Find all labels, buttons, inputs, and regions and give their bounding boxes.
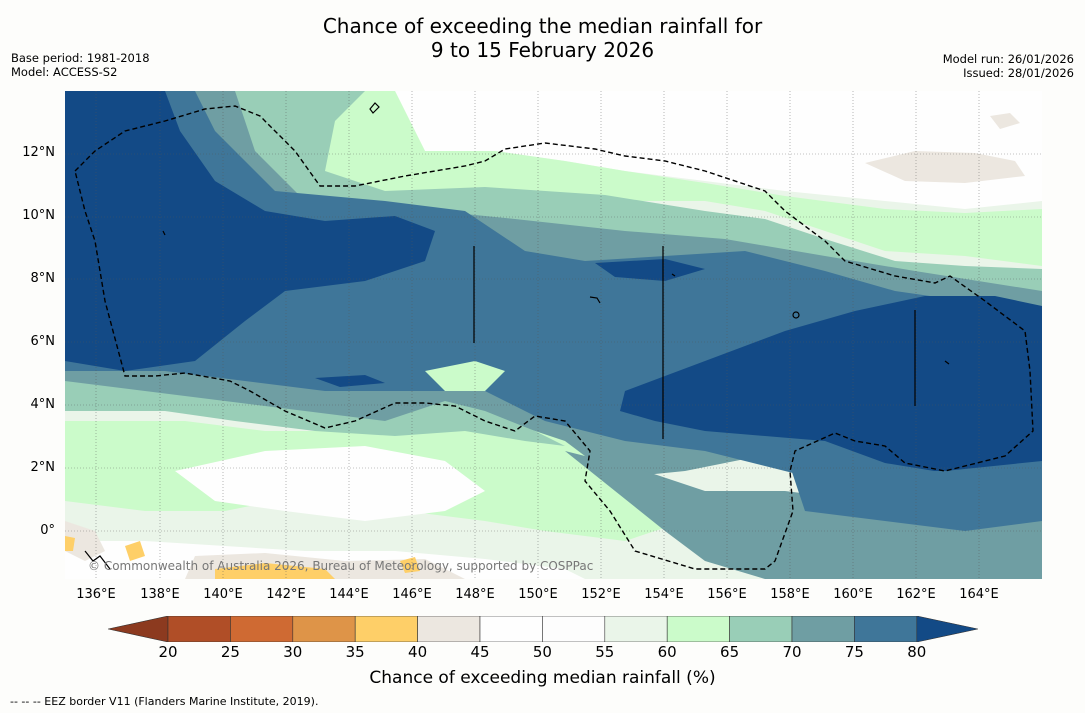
meta-left: Base period: 1981-2018 Model: ACCESS-S2 <box>11 51 150 79</box>
zone-70-75-se <box>565 451 1042 579</box>
eez-border-palau-fsm <box>74 105 1034 570</box>
zone-gt80-blob <box>315 375 385 387</box>
lon-label-140e: 140°E <box>203 587 243 602</box>
meta-right: Model run: 26/01/2026 Issued: 28/01/2026 <box>943 52 1074 80</box>
lon-label-136e: 136°E <box>76 587 116 602</box>
zone-60-65-north <box>295 91 1042 266</box>
colorbar-segment-70-75 <box>791 616 855 642</box>
zone-60-65-mid <box>425 361 505 391</box>
lon-label-148e: 148°E <box>455 587 495 602</box>
colorbar-segment-60-65 <box>666 616 730 642</box>
colorbar <box>108 616 978 642</box>
base-period: Base period: 1981-2018 <box>11 51 150 65</box>
zone-65-70-north <box>225 91 1042 301</box>
zone-65-70-south <box>65 381 565 446</box>
lon-label-164e: 164°E <box>959 587 999 602</box>
colorbar-tick-25: 25 <box>220 643 240 661</box>
colorbar-tick-45: 45 <box>470 643 490 661</box>
lon-label-142e: 142°E <box>266 587 306 602</box>
colorbar-segment-below-20 <box>108 616 169 642</box>
lon-label-146e: 146°E <box>392 587 432 602</box>
copyright-notice: © Commonwealth of Australia 2026, Bureau… <box>88 559 594 573</box>
lon-label-150e: 150°E <box>518 587 558 602</box>
island-1 <box>369 102 380 114</box>
colorbar-tick-20: 20 <box>158 643 178 661</box>
colorbar-segment-55-60 <box>604 616 668 642</box>
map-title: Chance of exceeding the median rainfall … <box>0 14 1085 62</box>
colorbar-tick-40: 40 <box>408 643 428 661</box>
rainfall-map <box>65 91 1042 579</box>
colorbar-segment-25-30 <box>230 616 294 642</box>
zone-gt80-west <box>65 91 435 371</box>
colorbar-tick-65: 65 <box>720 643 740 661</box>
island-5 <box>671 273 676 277</box>
lat-label-8n: 8°N <box>30 271 56 286</box>
lat-label-4n: 4°N <box>30 397 56 412</box>
island-3 <box>792 311 800 319</box>
lat-label-2n: 2°N <box>30 460 56 475</box>
colorbar-segment-75-80 <box>854 616 918 642</box>
zone-gt80-blob2 <box>595 259 705 281</box>
lat-label-12n: 12°N <box>22 145 55 160</box>
island-2 <box>162 230 166 236</box>
colorbar-segment-above-80 <box>916 616 978 642</box>
zone-40-45-top <box>865 151 1025 183</box>
colorbar-tick-75: 75 <box>844 643 864 661</box>
model-run: Model run: 26/01/2026 <box>942 52 1074 66</box>
colorbar-tick-80: 80 <box>907 643 927 661</box>
lat-label-10n: 10°N <box>22 208 55 223</box>
lon-label-138e: 138°E <box>140 587 180 602</box>
colorbar-segment-50-55 <box>542 616 606 642</box>
colorbar-segment-35-40 <box>354 616 418 642</box>
zone-gt80-east <box>620 296 1042 476</box>
model-name: Model: ACCESS-S2 <box>11 65 118 79</box>
zone-40-45-top2 <box>990 113 1020 129</box>
colorbar-segment-65-70 <box>729 616 793 642</box>
island-4 <box>589 296 601 304</box>
islands <box>84 102 950 570</box>
colorbar-label: Chance of exceeding median rainfall (%) <box>369 668 716 688</box>
lon-label-158e: 158°E <box>770 587 810 602</box>
zone-35-40-s3 <box>400 557 420 573</box>
colorbar-tick-50: 50 <box>532 643 552 661</box>
lat-label-0: 0° <box>40 523 55 538</box>
zone-35-40-s4 <box>65 536 75 551</box>
map-svg <box>65 91 1042 579</box>
colorbar-tick-30: 30 <box>283 643 303 661</box>
colorbar-segment-30-35 <box>292 616 356 642</box>
zone-35-40-s2 <box>215 563 335 579</box>
lon-label-156e: 156°E <box>707 587 747 602</box>
colorbar-tick-35: 35 <box>345 643 365 661</box>
colorbar-tick-55: 55 <box>595 643 615 661</box>
colorbar-tick-60: 60 <box>657 643 677 661</box>
lon-label-162e: 162°E <box>896 587 936 602</box>
zone-45-55-south <box>175 446 485 521</box>
title-line-2: 9 to 15 February 2026 <box>430 38 655 62</box>
zone-45-55-top <box>395 91 1042 209</box>
lon-label-152e: 152°E <box>581 587 621 602</box>
lat-label-6n: 6°N <box>30 334 56 349</box>
eez-borders <box>74 105 1034 570</box>
colorbar-segment-45-50 <box>479 616 543 642</box>
graticule <box>65 91 1042 579</box>
issued-date: Issued: 28/01/2026 <box>963 66 1074 80</box>
island-7 <box>84 550 111 570</box>
colorbar-segment-20-25 <box>167 616 231 642</box>
colorbar-segment-40-45 <box>417 616 481 642</box>
eez-footnote: -- -- -- EEZ border V11 (Flanders Marine… <box>10 695 319 708</box>
colorbar-tick-70: 70 <box>782 643 802 661</box>
zone-35-40-s1 <box>125 541 145 561</box>
lon-label-160e: 160°E <box>833 587 873 602</box>
title-line-1: Chance of exceeding the median rainfall … <box>322 14 763 38</box>
island-6 <box>944 360 950 365</box>
zone-75-80-se <box>785 451 1042 531</box>
lon-label-144e: 144°E <box>329 587 369 602</box>
lon-label-154e: 154°E <box>644 587 684 602</box>
